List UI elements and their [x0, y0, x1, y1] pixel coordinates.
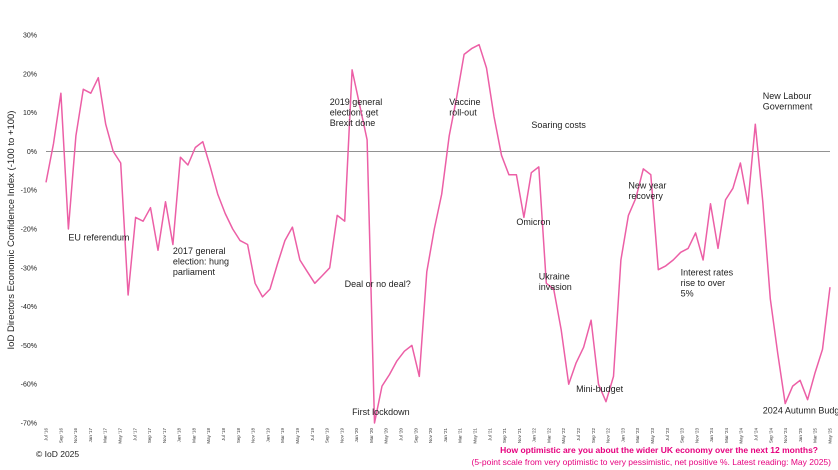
x-tick-label: Jul '17: [132, 428, 137, 441]
event-annotation: Vaccine roll-out: [449, 97, 480, 118]
y-tick-label: -40%: [21, 304, 37, 311]
y-tick-label: -10%: [21, 188, 37, 195]
x-tick-label: May '19: [295, 428, 300, 444]
x-tick-label: Mar '21: [458, 428, 463, 443]
x-tick-label: Jan '18: [177, 428, 182, 443]
x-tick-label: Jul '21: [487, 428, 492, 441]
x-tick-label: Sep '19: [325, 428, 330, 444]
event-annotation: Omicron: [516, 217, 550, 227]
x-tick-label: Mar '20: [369, 428, 374, 443]
event-annotation: EU referendum: [68, 233, 129, 243]
x-tick-label: Mar '17: [103, 428, 108, 443]
y-tick-label: 20%: [23, 71, 37, 78]
x-tick-label: Jul '18: [221, 428, 226, 441]
x-tick-label: Sep '23: [680, 428, 685, 444]
x-tick-label: Nov '20: [428, 428, 433, 444]
survey-question: How optimistic are you about the wider U…: [500, 445, 818, 455]
x-tick-label: May '20: [384, 428, 389, 444]
event-annotation: Deal or no deal?: [345, 279, 411, 289]
x-tick-label: Jul '22: [576, 428, 581, 441]
x-tick-label: May '24: [739, 428, 744, 444]
x-tick-label: Jan '25: [798, 428, 803, 443]
event-annotation: New year recovery: [628, 180, 666, 201]
x-tick-label: Nov '16: [73, 428, 78, 444]
x-tick-label: Jan '19: [265, 428, 270, 443]
event-annotations: EU referendum 2017 general election: hung p…: [68, 91, 838, 417]
confidence-series-line: [45, 43, 831, 424]
x-tick-label: Jul '19: [310, 428, 315, 441]
x-tick-label: Jul '23: [665, 428, 670, 441]
x-tick-label: May '21: [472, 428, 477, 444]
x-tick-label: Nov '22: [606, 428, 611, 444]
x-tick-label: Nov '19: [339, 428, 344, 444]
x-tick-label: Mar '25: [813, 428, 818, 443]
y-tick-label: 30%: [23, 33, 37, 40]
x-tick-label: Jan '23: [620, 428, 625, 443]
x-tick-label: Sep '16: [58, 428, 63, 444]
x-tick-label: May '23: [650, 428, 655, 444]
event-annotation: New Labour Government: [763, 91, 813, 112]
x-tick-label: Mar '22: [546, 428, 551, 443]
event-annotation: 2017 general election: hung parliament: [173, 246, 229, 277]
x-tick-label: Jan '24: [709, 428, 714, 443]
x-tick-label: Mar '19: [280, 428, 285, 443]
event-annotation: Interest rates rise to over 5%: [681, 268, 734, 299]
x-tick-label: Sep '20: [413, 428, 418, 444]
x-tick-label: Sep '21: [502, 428, 507, 444]
x-tick-label: Jul '20: [399, 428, 404, 441]
x-tick-label: Sep '22: [591, 428, 596, 444]
x-tick-label: Nov '17: [162, 428, 167, 444]
y-tick-label: -20%: [21, 227, 37, 234]
survey-note: (5-point scale from very optimistic to v…: [471, 457, 831, 467]
event-annotation: Mini-budget: [576, 384, 624, 394]
copyright-text: © IoD 2025: [36, 449, 79, 459]
x-tick-label: Jan '22: [532, 428, 537, 443]
y-tick-label: -50%: [21, 343, 37, 350]
y-tick-label: -30%: [21, 265, 37, 272]
x-tick-label: May '22: [561, 428, 566, 444]
x-tick-label: Sep '17: [147, 428, 152, 444]
y-axis-label: IoD Directors Economic Confidence Index …: [6, 111, 17, 350]
x-tick-label: Nov '21: [517, 428, 522, 444]
event-annotation: 2024 Autumn Budget: [763, 405, 838, 415]
x-tick-label: Sep '18: [236, 428, 241, 444]
x-tick-label: Jan '17: [88, 428, 93, 443]
y-tick-label: -60%: [21, 382, 37, 389]
x-tick-label: Mar '18: [191, 428, 196, 443]
x-tick-label: Nov '23: [694, 428, 699, 444]
x-tick-label: Mar '24: [724, 428, 729, 443]
x-tick-label: May '17: [117, 428, 122, 444]
x-tick-label: Sep '24: [768, 428, 773, 444]
event-annotation: First lockdown: [352, 407, 410, 417]
y-tick-label: 0%: [27, 149, 37, 156]
x-tick-label: Jan '20: [354, 428, 359, 443]
event-annotation: Ukraine invasion: [539, 271, 572, 292]
x-tick-label: Jan '21: [443, 428, 448, 443]
event-annotation: Soaring costs: [531, 120, 586, 130]
x-tick-label: Jul '16: [44, 428, 49, 441]
x-tick-label: May '25: [828, 428, 833, 444]
y-tick-label: -70%: [21, 421, 37, 428]
x-tick-label: Nov '18: [251, 428, 256, 444]
y-tick-label: 10%: [23, 110, 37, 117]
event-annotation: 2019 general election: get Brexit done: [330, 97, 383, 128]
x-tick-label: May '18: [206, 428, 211, 444]
x-tick-label: Mar '23: [635, 428, 640, 443]
x-tick-label: Nov '24: [783, 428, 788, 444]
y-axis-ticks: 30% 20% 10% 0% -10% -20% -30% -40% -50% -60% -70%: [21, 33, 37, 428]
x-axis-ticks: Jul '16 Sep '16 Nov '16 Jan '17 Mar '17 May '…: [44, 428, 833, 444]
x-tick-label: Jul '24: [754, 428, 759, 441]
